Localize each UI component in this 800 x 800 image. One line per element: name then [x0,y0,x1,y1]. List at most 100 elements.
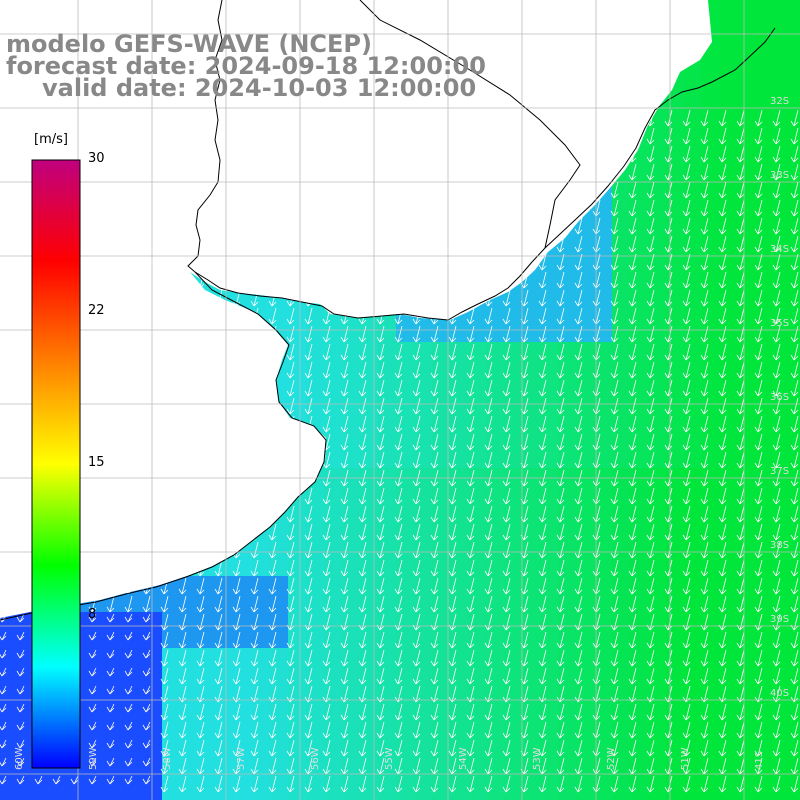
field-cell [324,792,342,800]
wind-arrow [394,559,403,577]
wind-arrow [520,433,529,451]
field-cell [108,594,126,612]
wind-arrow [502,433,511,451]
field-cell [360,414,378,432]
wind-arrow [700,415,709,433]
field-cell [162,756,180,774]
field-cell [720,522,738,540]
wind-arrow [322,487,331,505]
wind-arrow [592,487,601,505]
field-cell [360,396,378,414]
field-cell [612,576,630,594]
wind-arrow [574,541,583,559]
field-cell [432,666,450,684]
wind-arrow [700,199,709,217]
wind-arrow [574,487,583,505]
field-cell [720,270,738,288]
field-cell [576,756,594,774]
field-cell [720,180,738,198]
field-cell [558,540,576,558]
latitude-label: 34S [770,244,790,255]
field-cell [324,360,342,378]
wind-arrow [484,343,493,361]
field-cell [702,738,720,756]
wind-arrow [736,487,745,505]
wind-arrow [196,595,205,613]
field-cell [756,522,774,540]
field-cell [684,540,702,558]
field-cell [594,756,612,774]
wind-arrow [790,181,799,199]
field-cell [612,522,630,540]
wind-arrow [556,487,565,505]
wind-arrow [790,235,799,253]
field-cell [540,576,558,594]
field-cell [738,234,756,252]
field-cell [288,540,306,558]
field-cell [720,576,738,594]
field-cell [522,522,540,540]
wind-arrow [268,577,277,595]
field-cell [558,486,576,504]
wind-arrow [520,379,529,397]
field-cell [630,378,648,396]
field-cell [270,594,288,612]
wind-arrow [556,559,565,577]
wind-arrow [718,217,727,235]
field-cell [594,774,612,792]
field-cell [558,576,576,594]
field-cell [486,720,504,738]
wind-arrow [304,397,313,415]
field-cell [738,504,756,522]
wind-arrow [718,361,727,379]
field-cell [540,756,558,774]
field-cell [324,720,342,738]
field-cell [216,594,234,612]
field-cell [558,684,576,702]
field-cell [504,486,522,504]
wind-arrow [610,361,619,379]
wind-arrow [790,343,799,361]
wind-arrow [502,343,511,361]
wind-arrow [502,577,511,595]
field-cell [684,126,702,144]
wind-arrow [610,523,619,541]
field-cell [630,522,648,540]
wind-arrow [790,271,799,289]
field-cell [468,342,486,360]
latitude-label: 32S [770,96,790,107]
wind-arrow [772,145,781,163]
wind-arrow [286,397,295,415]
field-cell [594,738,612,756]
field-cell [612,360,630,378]
field-cell [324,756,342,774]
field-cell [342,468,360,486]
field-cell [756,738,774,756]
field-cell [630,774,648,792]
field-cell [468,324,486,342]
wind-arrow [502,397,511,415]
field-cell [702,126,720,144]
field-cell [450,702,468,720]
wind-arrow [430,541,439,559]
field-cell [252,792,270,800]
field-cell [504,684,522,702]
field-cell [756,234,774,252]
field-cell [756,144,774,162]
field-cell [684,90,702,108]
wind-arrow [682,559,691,577]
field-cell [486,630,504,648]
field-cell [432,612,450,630]
field-cell [504,738,522,756]
wind-arrow [466,505,475,523]
wind-arrow [412,361,421,379]
wind-arrow [520,289,529,307]
wind-arrow [484,307,493,325]
field-cell [288,342,306,360]
field-cell [558,306,576,324]
wind-arrow [502,289,511,307]
wind-arrow [700,361,709,379]
field-cell [378,702,396,720]
field-cell [432,504,450,522]
